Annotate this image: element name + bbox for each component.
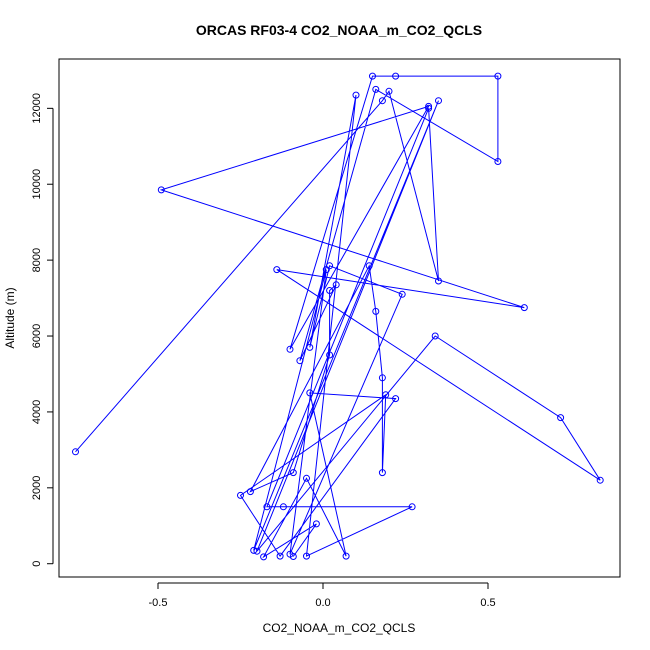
data-point	[306, 343, 314, 351]
data-point	[276, 552, 284, 560]
chart-title: ORCAS RF03-4 CO2_NOAA_m_CO2_QCLS	[196, 22, 482, 38]
data-point	[279, 503, 287, 511]
data-point	[326, 351, 334, 359]
data-point	[378, 374, 386, 382]
y-tick-label: 4000	[31, 400, 43, 424]
data-point	[392, 72, 400, 80]
data-point	[392, 395, 400, 403]
data-point	[398, 290, 406, 298]
data-point	[342, 552, 350, 560]
data-point	[332, 281, 340, 289]
x-axis: -0.5 0.0 0.5	[149, 582, 496, 609]
data-point	[303, 552, 310, 560]
y-tick-label: 6000	[31, 324, 43, 348]
data-point	[312, 520, 320, 528]
y-tick-label: 0	[31, 561, 43, 567]
data-point	[306, 389, 314, 397]
series-layer	[72, 72, 604, 561]
data-point	[596, 476, 604, 484]
data-point	[435, 277, 442, 285]
data-point	[253, 547, 261, 555]
y-tick-label: 8000	[31, 248, 43, 272]
y-tick-label: 10000	[31, 169, 43, 200]
data-point	[289, 469, 297, 477]
y-axis: 0 2000 4000 6000 8000 10000 12000	[31, 93, 54, 567]
series-line	[75, 75, 601, 559]
data-point	[431, 332, 439, 340]
x-tick-label: 0.0	[315, 597, 330, 609]
data-point	[365, 262, 373, 270]
data-point	[352, 91, 360, 99]
data-point	[260, 553, 268, 561]
data-point	[385, 87, 393, 95]
data-point	[246, 488, 254, 496]
data-point	[378, 97, 386, 105]
y-tick-label: 2000	[31, 476, 43, 500]
x-tick-label: -0.5	[149, 597, 168, 609]
data-point	[425, 104, 433, 112]
data-point	[378, 469, 386, 477]
data-point	[557, 414, 565, 422]
data-point	[296, 357, 304, 365]
x-axis-label: CO2_NOAA_m_CO2_QCLS	[263, 621, 416, 635]
data-point	[237, 491, 244, 499]
data-point	[303, 474, 310, 482]
data-point	[372, 85, 380, 93]
data-point	[520, 304, 528, 312]
data-point	[326, 287, 334, 294]
plot-frame	[58, 58, 621, 578]
data-point	[494, 72, 502, 80]
data-point	[322, 266, 330, 274]
data-point	[435, 97, 442, 105]
data-point	[289, 553, 297, 560]
data-point	[372, 307, 380, 315]
data-point	[72, 448, 79, 456]
x-tick-label: 0.5	[480, 597, 495, 609]
data-point	[250, 546, 258, 554]
data-point	[408, 503, 416, 511]
data-point	[369, 72, 376, 80]
data-point	[157, 186, 165, 194]
data-point	[286, 345, 294, 353]
data-point	[425, 102, 433, 110]
y-tick-label: 12000	[31, 93, 43, 124]
data-point	[263, 503, 271, 511]
y-axis-label: Altitude (m)	[3, 287, 17, 348]
data-point	[382, 391, 390, 399]
data-point	[494, 158, 502, 165]
data-point	[273, 266, 281, 274]
